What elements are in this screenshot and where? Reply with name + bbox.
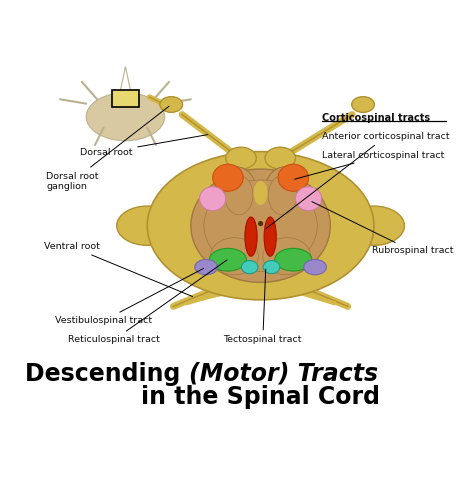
Ellipse shape <box>86 93 164 141</box>
Ellipse shape <box>226 147 256 169</box>
Ellipse shape <box>258 221 263 226</box>
Text: in the Spinal Cord: in the Spinal Cord <box>141 385 380 408</box>
Ellipse shape <box>195 259 218 275</box>
Ellipse shape <box>245 217 257 256</box>
Text: Anterior corticospinal tract: Anterior corticospinal tract <box>266 132 450 228</box>
Ellipse shape <box>254 181 267 205</box>
Ellipse shape <box>217 167 256 215</box>
Text: Dorsal root
ganglion: Dorsal root ganglion <box>46 106 169 191</box>
Text: Rubrospinal tract: Rubrospinal tract <box>312 201 453 255</box>
Ellipse shape <box>278 164 309 191</box>
Ellipse shape <box>263 238 311 275</box>
Text: Corticospinal tracts: Corticospinal tracts <box>322 112 430 123</box>
Ellipse shape <box>117 206 178 246</box>
Ellipse shape <box>204 180 317 271</box>
Ellipse shape <box>191 169 330 282</box>
Ellipse shape <box>268 176 297 215</box>
Ellipse shape <box>265 167 304 215</box>
Text: Descending: Descending <box>25 362 189 386</box>
Text: Tectospinal tract: Tectospinal tract <box>224 269 302 345</box>
Ellipse shape <box>265 147 295 169</box>
Ellipse shape <box>147 151 374 300</box>
Text: Reticulospinal tract: Reticulospinal tract <box>68 260 227 345</box>
Text: Ventral root: Ventral root <box>44 242 192 297</box>
FancyBboxPatch shape <box>112 90 138 107</box>
Ellipse shape <box>200 187 226 211</box>
Ellipse shape <box>210 238 258 275</box>
Ellipse shape <box>160 97 182 112</box>
Text: Lateral corticospinal tract: Lateral corticospinal tract <box>295 150 445 179</box>
Ellipse shape <box>264 217 276 256</box>
Ellipse shape <box>295 187 322 211</box>
Text: Dorsal root: Dorsal root <box>80 135 208 157</box>
Ellipse shape <box>210 248 246 271</box>
Ellipse shape <box>344 206 404 246</box>
Ellipse shape <box>304 259 327 275</box>
Ellipse shape <box>213 164 243 191</box>
Ellipse shape <box>352 97 374 112</box>
Text: (Motor) Tracts: (Motor) Tracts <box>189 362 378 386</box>
Ellipse shape <box>241 260 258 274</box>
Text: Vestibulospinal tract: Vestibulospinal tract <box>55 268 204 325</box>
Ellipse shape <box>251 180 270 206</box>
Ellipse shape <box>225 176 253 215</box>
Ellipse shape <box>263 260 280 274</box>
Ellipse shape <box>275 248 312 271</box>
